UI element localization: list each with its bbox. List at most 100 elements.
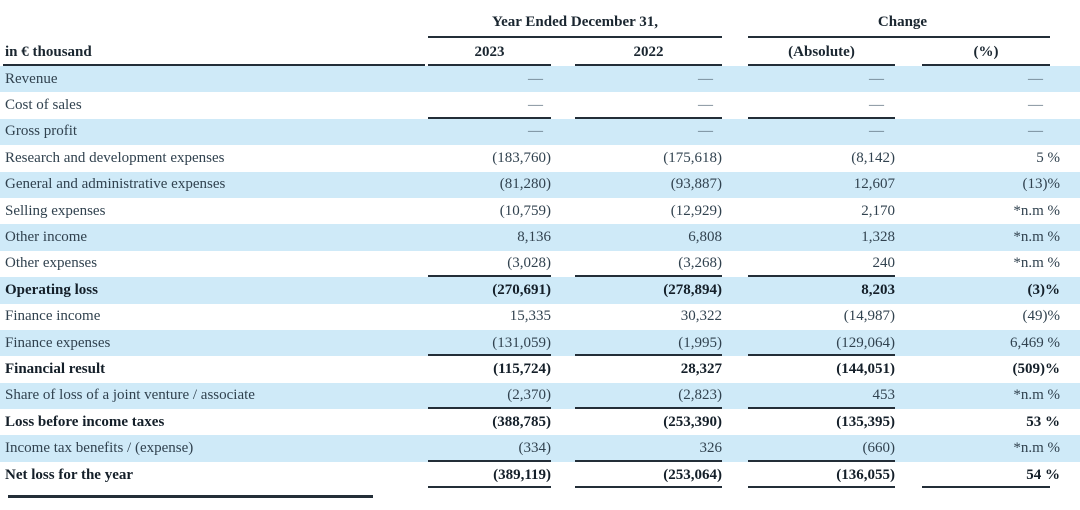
value-cell: *n.m % <box>900 435 1080 462</box>
value-cell: (3,028) <box>425 251 555 278</box>
table-row: Finance income 15,335 30,322 (14,987) (49)% <box>0 304 1080 330</box>
value-cell: — <box>555 92 725 120</box>
row-label: Loss before income taxes <box>5 413 165 430</box>
row-label: Finance income <box>5 308 101 325</box>
value-cell: (12,929) <box>670 202 722 219</box>
value-cell: 326 <box>555 435 725 463</box>
table-row: Financial result (115,724) 28,327 (144,051)… <box>0 356 1080 382</box>
value-cell: (660) <box>725 435 900 463</box>
value-cell: — <box>555 66 725 93</box>
value-cell: (175,618) <box>663 149 722 166</box>
value-cell: (93,887) <box>555 171 725 198</box>
value-cell: (3)% <box>900 277 1080 304</box>
value-cell: (135,395) <box>836 413 895 430</box>
row-label: Revenue <box>0 66 425 93</box>
column-header-row: in € thousand 2023 2022 (Absolute) (%) <box>0 38 1080 66</box>
value-cell: 15,335 <box>509 308 551 325</box>
value-cell: (253,064) <box>555 462 725 489</box>
value-cell: (388,785) <box>492 413 551 430</box>
value-cell: (129,064) <box>725 329 900 357</box>
value-cell: (49)% <box>1022 308 1061 325</box>
value-cell: (253,390) <box>663 413 722 430</box>
value-cell: 8,203 <box>725 277 900 304</box>
value-cell: 2,170 <box>861 202 895 219</box>
row-label: Gross profit <box>0 118 425 146</box>
column-header-2023: 2023 <box>425 38 555 66</box>
value-cell: (278,894) <box>555 277 725 304</box>
table-row: Operating loss (270,691) (278,894) 8,203 (3)… <box>0 277 1080 304</box>
group-header-year-ended: Year Ended December 31, <box>425 6 725 38</box>
value-cell: (183,760) <box>492 149 551 166</box>
table-body: Revenue — — — — Cost of sales — — — — Gross profit… <box>0 66 1080 489</box>
value-cell: 1,328 <box>725 224 900 251</box>
financial-table: Year Ended December 31, Change in € thou… <box>0 6 1080 489</box>
value-cell: *n.m % <box>900 382 1080 410</box>
value-cell: (144,051) <box>836 360 895 377</box>
value-cell: 5 % <box>1036 149 1060 166</box>
value-cell: — <box>425 118 555 146</box>
value-cell: 53 % <box>1026 413 1060 430</box>
value-cell: 6,469 % <box>900 329 1080 357</box>
row-label: Income tax benefits / (expense) <box>0 435 425 462</box>
row-label: Operating loss <box>0 277 425 304</box>
value-cell: (389,119) <box>425 462 555 489</box>
table-row: Share of loss of a joint venture / assoc… <box>0 382 1080 410</box>
value-cell: (131,059) <box>425 329 555 357</box>
value-cell: — <box>900 118 1080 146</box>
value-cell: (14,987) <box>843 308 895 325</box>
row-label: Cost of sales <box>5 97 82 114</box>
value-cell: — <box>425 92 555 120</box>
value-cell: — <box>900 66 1080 93</box>
value-cell: — <box>1028 97 1043 114</box>
table-row: Income tax benefits / (expense) (334) 326(… <box>0 435 1080 463</box>
value-cell: (1,995) <box>555 329 725 357</box>
value-cell: 54 % <box>900 462 1080 489</box>
value-cell: — <box>725 118 900 146</box>
table-row: Loss before income taxes (388,785) (253,39… <box>0 409 1080 435</box>
value-cell: *n.m % <box>1013 255 1060 272</box>
value-cell: (270,691) <box>425 277 555 304</box>
table-row: Cost of sales — — — — <box>0 92 1080 120</box>
unit-label: in € thousand <box>0 38 425 66</box>
column-group-header-row: Year Ended December 31, Change <box>0 6 1080 38</box>
value-cell: 8,136 <box>425 224 555 251</box>
column-header-absolute: (Absolute) <box>725 38 900 66</box>
value-cell: — <box>725 92 900 120</box>
row-label: Net loss for the year <box>5 466 134 483</box>
table-row: Research and development expenses (183,76… <box>0 145 1080 171</box>
row-label: Research and development expenses <box>5 149 225 166</box>
row-label: Share of loss of a joint venture / assoc… <box>0 382 425 410</box>
value-cell: 453 <box>725 382 900 410</box>
table-row: Other income 8,136 6,808 1,328 *n.m % <box>0 224 1080 251</box>
value-cell: 30,322 <box>680 308 722 325</box>
financial-statement-page: { "colors": { "band_blue": "#cfeaf8", "t… <box>0 6 1080 510</box>
value-cell: (13)% <box>900 171 1080 198</box>
row-label: Finance expenses <box>0 329 425 357</box>
value-cell: (81,280) <box>425 171 555 198</box>
table-row: General and administrative expenses (81,2… <box>0 171 1080 198</box>
column-header-2022: 2022 <box>555 38 725 66</box>
table-bottom-rule <box>8 495 373 499</box>
value-cell: (8,142) <box>851 149 895 166</box>
value-cell: — <box>425 66 555 93</box>
group-header-change: Change <box>725 6 1080 38</box>
value-cell: 6,808 <box>555 224 725 251</box>
row-label: Other expenses <box>5 255 98 272</box>
table-row: Net loss for the year (389,119) (253,064)(… <box>0 462 1080 489</box>
value-cell: (115,724) <box>493 360 551 377</box>
value-cell: (2,370) <box>425 382 555 410</box>
value-cell: (10,759) <box>499 202 551 219</box>
table-row: Selling expenses (10,759) (12,929) 2,170 *n.… <box>0 198 1080 224</box>
table-row: Revenue — — — — <box>0 66 1080 93</box>
value-cell: 28,327 <box>680 360 722 377</box>
table-row: Finance expenses (131,059) (1,995) (129,064… <box>0 329 1080 357</box>
table-row: Other expenses (3,028) (3,268) 240 *n.m % <box>0 251 1080 278</box>
value-cell: (3,268) <box>555 251 725 278</box>
value-cell: 12,607 <box>725 171 900 198</box>
value-cell: — <box>725 66 900 93</box>
value-cell: *n.m % <box>900 224 1080 251</box>
table-row: Gross profit — — — — <box>0 118 1080 146</box>
row-label: Other income <box>0 224 425 251</box>
row-label: Financial result <box>5 360 106 377</box>
value-cell: (2,823) <box>555 382 725 410</box>
